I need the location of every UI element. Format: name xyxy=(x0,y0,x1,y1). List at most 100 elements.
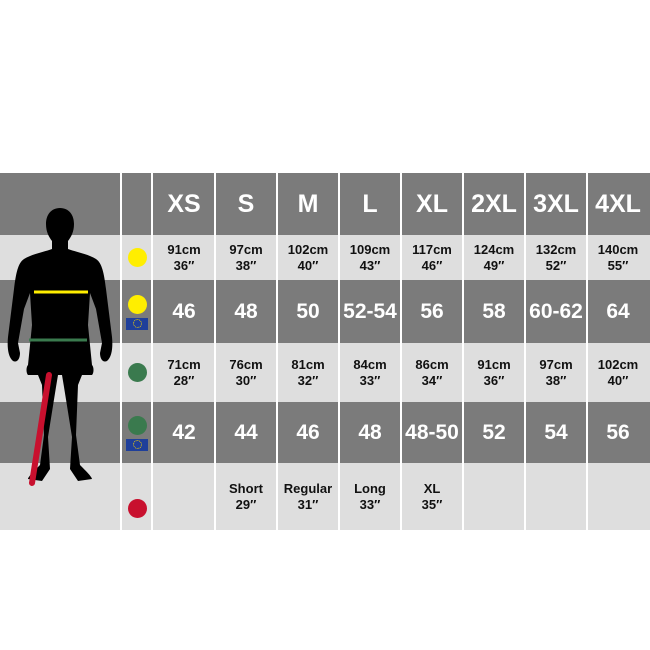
cell-line: Short xyxy=(229,480,263,496)
size-cell: 52 xyxy=(482,420,506,444)
size-cell: 97cm 38″ xyxy=(216,235,276,280)
size-header-2xl: 2XL xyxy=(471,189,517,218)
size-cell: 48 xyxy=(358,420,382,444)
body-silhouette xyxy=(7,208,113,486)
waist-indicator-icon xyxy=(128,415,147,435)
size-header-s: S xyxy=(237,189,255,218)
cell-line: 38″ xyxy=(235,257,257,273)
size-cell: 52-54 xyxy=(343,299,397,323)
row-band xyxy=(0,402,650,463)
cell-line: 140cm xyxy=(597,241,639,257)
chest-indicator-icon xyxy=(128,294,147,314)
size-cell: 102cm 40″ xyxy=(588,343,648,402)
column-divider xyxy=(462,173,464,530)
cell-line: 33″ xyxy=(359,496,381,512)
row-band xyxy=(0,235,650,280)
cell-line: 49″ xyxy=(483,257,505,273)
size-cell: 91cm 36″ xyxy=(464,343,524,402)
size-cell: 76cm 30″ xyxy=(216,343,276,402)
cell-line: 40″ xyxy=(607,372,629,388)
cell-line: XL xyxy=(423,480,441,496)
inseam-line xyxy=(29,372,52,486)
cell-line: 71cm xyxy=(167,356,201,372)
column-divider xyxy=(586,173,588,530)
size-header-l: L xyxy=(362,189,378,218)
size-header-xl: XL xyxy=(416,189,448,218)
size-cell: 46 xyxy=(172,299,196,323)
cell-line: 52″ xyxy=(545,257,567,273)
size-cell: 86cm 34″ xyxy=(402,343,462,402)
size-cell: 42 xyxy=(172,420,196,444)
cell-line: 33″ xyxy=(359,372,381,388)
size-cell: 102cm 40″ xyxy=(278,235,338,280)
eu-stars-icon xyxy=(132,440,142,449)
cell-line: 46″ xyxy=(421,257,443,273)
size-cell: 140cm 55″ xyxy=(588,235,648,280)
cell-line: 91cm xyxy=(167,241,201,257)
size-cell: 81cm 32″ xyxy=(278,343,338,402)
cell-line: Regular xyxy=(283,480,333,496)
cell-line: 34″ xyxy=(421,372,443,388)
column-divider xyxy=(276,173,278,530)
column-divider xyxy=(151,173,153,530)
cell-line: 29″ xyxy=(235,496,257,512)
size-cell xyxy=(154,463,214,530)
cell-line: 132cm xyxy=(535,241,577,257)
size-cell: 56 xyxy=(606,420,630,444)
size-cell: 48 xyxy=(234,299,258,323)
size-cell: 46 xyxy=(296,420,320,444)
size-cell: Long 33″ xyxy=(340,463,400,530)
cell-line: 86cm xyxy=(415,356,449,372)
size-cell: 54 xyxy=(544,420,568,444)
cell-line: 117cm xyxy=(412,241,452,257)
cell-line: 81cm xyxy=(291,356,325,372)
cell-line: 84cm xyxy=(353,356,387,372)
chest-indicator-icon xyxy=(128,247,147,267)
size-cell: 71cm 28″ xyxy=(154,343,214,402)
cell-line: 91cm xyxy=(477,356,511,372)
eu-flag-icon xyxy=(126,438,148,451)
cell-line: 31″ xyxy=(297,496,319,512)
size-header-3xl: 3XL xyxy=(533,189,579,218)
size-cell: Regular 31″ xyxy=(278,463,338,530)
cell-line: 40″ xyxy=(297,257,319,273)
size-cell: 60-62 xyxy=(529,299,583,323)
size-cell: 117cm 46″ xyxy=(402,235,462,280)
column-divider xyxy=(524,173,526,530)
cell-line: 36″ xyxy=(483,372,505,388)
cell-line: 124cm xyxy=(473,241,515,257)
size-cell xyxy=(464,463,524,530)
size-cell: 91cm 36″ xyxy=(154,235,214,280)
column-divider xyxy=(338,173,340,530)
size-cell: 44 xyxy=(234,420,258,444)
cell-line: 102cm xyxy=(597,356,639,372)
column-divider xyxy=(400,173,402,530)
size-header-m: M xyxy=(297,189,319,218)
cell-line: 97cm xyxy=(229,241,263,257)
cell-line: 38″ xyxy=(545,372,567,388)
size-cell: 84cm 33″ xyxy=(340,343,400,402)
size-cell: 64 xyxy=(606,299,630,323)
size-cell xyxy=(588,463,648,530)
cell-line: 28″ xyxy=(173,372,195,388)
waist-indicator-icon xyxy=(128,362,147,382)
eu-stars-icon xyxy=(132,319,142,328)
size-cell: 48-50 xyxy=(405,420,459,444)
cell-line: Long xyxy=(354,480,386,496)
size-cell: 132cm 52″ xyxy=(526,235,586,280)
cell-line: 43″ xyxy=(359,257,381,273)
cell-line: 55″ xyxy=(607,257,629,273)
cell-line: 76cm xyxy=(229,356,263,372)
size-cell: 58 xyxy=(482,299,506,323)
cell-line: 35″ xyxy=(421,496,443,512)
size-cell: 124cm 49″ xyxy=(464,235,524,280)
size-cell: Short 29″ xyxy=(216,463,276,530)
size-cell: XL 35″ xyxy=(402,463,462,530)
column-divider xyxy=(214,173,216,530)
inseam-indicator-icon xyxy=(128,498,147,518)
size-cell: 50 xyxy=(296,299,320,323)
size-chart: XS S M L XL 2XL 3XL 4XL 91cm 36″ 97cm 38″ 102cm 40″ 10… xyxy=(0,173,650,530)
cell-line: 97cm xyxy=(539,356,573,372)
size-cell: 56 xyxy=(420,299,444,323)
size-header-xs: XS xyxy=(167,189,201,218)
